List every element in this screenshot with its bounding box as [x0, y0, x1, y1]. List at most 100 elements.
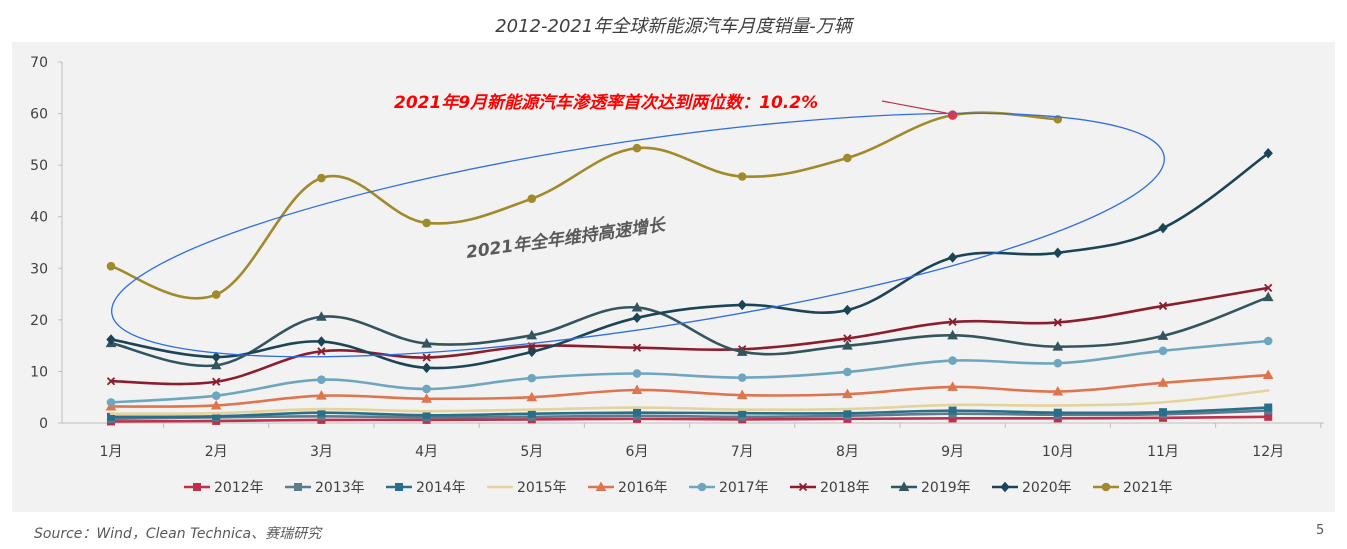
legend-label: 2021年 [1123, 480, 1173, 496]
data-point [211, 391, 221, 400]
ellipse-annotation: 2021年全年维持高速增长 [465, 215, 668, 263]
legend-label: 2012年 [214, 480, 264, 496]
data-point [1158, 346, 1168, 356]
series-2016年 [105, 369, 1274, 411]
y-tick-label: 60 [30, 107, 48, 123]
data-point [422, 384, 431, 394]
data-point [316, 311, 327, 321]
series-2020年 [106, 148, 1273, 374]
data-point [947, 252, 958, 263]
data-point [421, 338, 432, 348]
series-2014年 [107, 403, 1273, 421]
data-point [211, 290, 221, 299]
legend-item: 2012年 [184, 480, 264, 496]
data-point [842, 388, 853, 399]
data-point [1263, 336, 1273, 346]
series-line [109, 389, 1270, 416]
legend-marker [697, 482, 707, 492]
data-point [632, 369, 642, 378]
data-point [210, 359, 222, 370]
line-chart: 0 10 20 30 40 50 60 70 1月 2月 3月 4月 5月 6月 7月 8月 9月 10月 11月 1… [30, 55, 1324, 496]
legend-item: 2013年 [285, 480, 365, 496]
data-point [948, 317, 957, 327]
data-point [737, 373, 747, 382]
data-point [422, 411, 431, 420]
data-point [947, 329, 958, 340]
legend-marker [595, 481, 607, 491]
data-point [527, 409, 536, 418]
data-point [1264, 283, 1273, 293]
x-tick-label: 8月 [836, 444, 859, 460]
x-tick-label: 12月 [1252, 444, 1284, 460]
data-point [422, 218, 431, 228]
legend-label: 2017年 [719, 480, 769, 496]
legend-label: 2020年 [1022, 480, 1072, 496]
data-point [526, 329, 538, 340]
y-tick-label: 50 [30, 158, 48, 174]
x-tick-label: 2月 [205, 444, 228, 460]
data-point [212, 377, 221, 386]
legend-label: 2019年 [921, 480, 971, 496]
page-number: 5 [1316, 523, 1325, 538]
data-point [316, 336, 327, 347]
series-line [109, 373, 1270, 408]
data-point [106, 261, 116, 271]
chart-panel: 0 10 20 30 40 50 60 70 1月 2月 3月 4月 5月 6月 7月 8月 9月 10月 11月 1… [12, 42, 1335, 512]
data-point [1263, 148, 1273, 159]
series-2018年 [106, 283, 1273, 386]
x-tick-label: 1月 [100, 444, 123, 460]
data-point [1052, 386, 1064, 396]
data-point [843, 334, 852, 343]
data-point [106, 334, 116, 345]
series-line [109, 295, 1270, 368]
x-tick-label: 3月 [310, 444, 333, 460]
data-point [1159, 408, 1167, 417]
series-2017年 [106, 336, 1273, 407]
data-point [1157, 330, 1169, 340]
legend-item: 2021年 [1093, 480, 1173, 496]
legend-item: 2015年 [487, 480, 567, 496]
data-point [843, 153, 852, 163]
data-point [317, 347, 326, 356]
series-line [109, 151, 1270, 370]
data-point [736, 389, 748, 400]
series-line [109, 415, 1270, 423]
data-point [106, 377, 116, 386]
data-point [1157, 377, 1169, 387]
legend-label: 2014年 [416, 480, 466, 496]
data-point [843, 367, 852, 377]
data-point [1262, 369, 1274, 380]
legend-label: 2015年 [517, 480, 567, 496]
data-point [633, 408, 641, 417]
x-tick-label: 4月 [415, 444, 438, 460]
series-line [109, 286, 1270, 386]
data-point [631, 384, 643, 394]
legend-label: 2013年 [315, 480, 365, 496]
y-tick-label: 70 [30, 55, 48, 71]
legend-item: 2014年 [386, 480, 466, 496]
data-point [736, 346, 748, 356]
data-point [1053, 358, 1063, 368]
legend-item: 2020年 [992, 480, 1072, 496]
x-tick-label: 9月 [941, 444, 964, 460]
data-point [317, 375, 326, 384]
x-tick-label: 5月 [520, 444, 543, 460]
y-tick-label: 40 [30, 210, 48, 226]
legend-item: 2019年 [891, 480, 971, 496]
data-point [948, 356, 957, 365]
legend-label: 2016年 [618, 480, 668, 496]
legend-marker [193, 483, 201, 491]
x-tick-label: 10月 [1042, 444, 1074, 460]
legend-label: 2018年 [820, 480, 870, 496]
x-tick-label: 7月 [731, 444, 754, 460]
legend-item: 2016年 [588, 480, 668, 496]
data-point [948, 406, 957, 415]
series-2021年 [106, 110, 1063, 300]
series-line [109, 409, 1270, 421]
series-2019年 [105, 291, 1274, 370]
data-point [421, 362, 432, 374]
data-point [632, 312, 642, 324]
data-point [316, 390, 327, 400]
y-tick-label: 0 [39, 416, 48, 432]
data-point [947, 381, 958, 391]
